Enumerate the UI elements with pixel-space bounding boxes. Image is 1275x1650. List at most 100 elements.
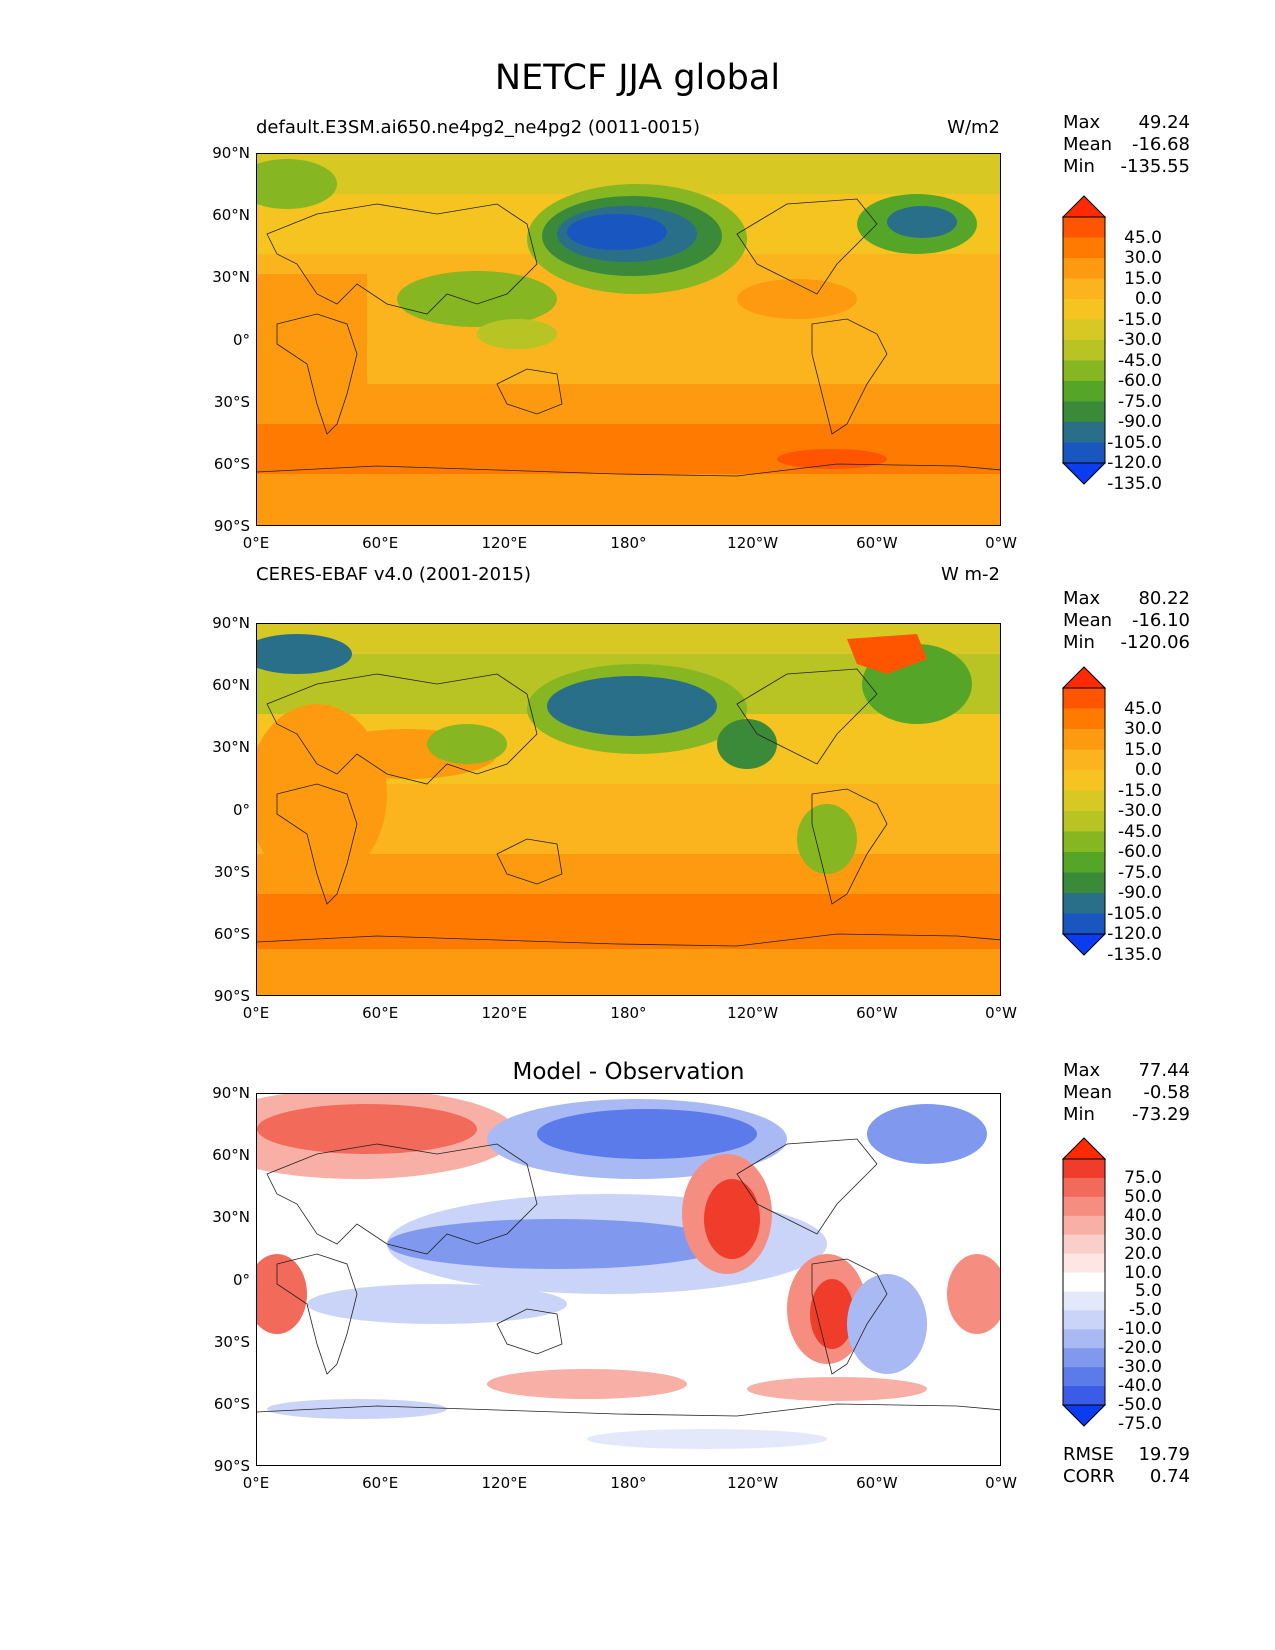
lon-tick-label: 60°E [362, 1474, 399, 1492]
lat-tick-label: 90°S [213, 1457, 250, 1475]
stat-value: -120.06 [1120, 632, 1190, 653]
stat-label: Mean [1063, 610, 1113, 631]
colorbar-tick-label: -40.0 [1118, 1376, 1162, 1397]
colorbar-tick-label: -45.0 [1118, 350, 1162, 371]
colorbar-tick-label: 15.0 [1124, 268, 1162, 289]
stat-value: 49.24 [1138, 112, 1190, 133]
colorbar-tick-label: -135.0 [1107, 473, 1162, 494]
stats-block: Max 49.24 Mean -16.68 Min -135.55 [1063, 112, 1190, 178]
lon-tick-label: 0°W [985, 1474, 1017, 1492]
map-field [257, 624, 1000, 995]
colorbar-segment [1063, 360, 1105, 382]
lat-tick-label: 30°N [212, 1208, 250, 1227]
colorbar-segment [1063, 258, 1105, 279]
panel-obs: CERES-EBAF v4.0 (2001-2015) W m-2 [0, 0, 1275, 996]
colorbar-tick-label: 20.0 [1124, 1243, 1162, 1264]
colorbar-segment [1063, 1177, 1105, 1198]
colorbar-tick-label: 0.0 [1134, 760, 1162, 780]
lat-tick-label: 30°S [213, 862, 250, 881]
stat-label: Min [1063, 1104, 1095, 1125]
colorbar-tick-label: -15.0 [1118, 309, 1162, 330]
colorbar-segment [1063, 422, 1105, 443]
colorbar-segment [1063, 913, 1105, 935]
colorbar-segment [1063, 1234, 1105, 1255]
stat-value: -16.10 [1131, 610, 1190, 631]
colorbar-segment [1063, 1159, 1105, 1179]
lon-tick-label: 180° [610, 1004, 647, 1022]
lat-tick-label: 30°N [212, 738, 250, 757]
colorbar-tick-label: 5.0 [1134, 1281, 1162, 1302]
colorbar-segment [1063, 811, 1105, 832]
lon-tick-label: 60°E [362, 1004, 399, 1022]
lat-tick-label: 90°S [213, 517, 250, 535]
colorbar-tick-label: -60.0 [1118, 842, 1162, 862]
colorbar-segment [1063, 340, 1105, 361]
stat-mean: Mean -16.10 [1063, 610, 1190, 632]
lon-tick-label: 60°E [362, 534, 399, 552]
stat-label: Max [1063, 112, 1101, 133]
colorbar-tick-label: 10.0 [1124, 1262, 1162, 1283]
colorbar-segment [1063, 401, 1105, 423]
colorbar-segment [1063, 1386, 1105, 1406]
colorbar-segment [1063, 1348, 1105, 1368]
colorbar-tick-label: 30.0 [1124, 1224, 1162, 1245]
lat-tick-label: 90°N [212, 614, 250, 632]
colorbar-tick-label: 40.0 [1124, 1205, 1162, 1226]
lon-tick-label: 60°W [856, 1004, 898, 1022]
colorbar-tick-label: -75.0 [1118, 391, 1162, 412]
lat-tick-label: 0° [232, 800, 250, 819]
stat-label: Max [1063, 588, 1101, 609]
lat-tick-label: 0° [232, 330, 250, 349]
colorbar-segment [1063, 1329, 1105, 1349]
colorbar-segment [1063, 237, 1105, 259]
colorbar-tick-label: 0.0 [1134, 289, 1162, 309]
colorbar-tick-label: 15.0 [1124, 739, 1162, 760]
colorbar-tick-label: -105.0 [1107, 903, 1162, 924]
colorbar-tick-label: -20.0 [1118, 1338, 1162, 1359]
panel-units: W/m2 [947, 117, 1000, 138]
colorbar-tick-label: -30.0 [1118, 330, 1162, 350]
stat-value: 19.79 [1138, 1444, 1190, 1465]
colorbar-tick-label: -75.0 [1118, 1413, 1162, 1434]
colorbar [1062, 666, 1106, 956]
lon-tick-label: 120°E [481, 1474, 528, 1492]
colorbar-segment [1063, 749, 1105, 771]
stat-max: Max 49.24 [1063, 112, 1190, 134]
stat-value: 0.74 [1149, 1466, 1190, 1487]
stat-label: Mean [1063, 134, 1113, 155]
colorbar-segment [1063, 790, 1105, 812]
colorbar-segment [1063, 708, 1105, 730]
stat-max: Max 80.22 [1063, 588, 1190, 610]
stat-label: Min [1063, 632, 1095, 653]
stat-label: RMSE [1063, 1444, 1114, 1465]
colorbar-segment [1063, 381, 1105, 402]
figure-title: NETCF JJA global [494, 58, 781, 98]
colorbar-outline [1062, 216, 1106, 464]
panel-left-title: default.E3SM.ai650.ne4pg2_ne4pg2 (0011-0… [256, 117, 701, 138]
colorbar-tick-label: -75.0 [1118, 862, 1162, 883]
colorbar-segment [1063, 319, 1105, 341]
stat-max: Max 77.44 [1063, 1060, 1190, 1082]
lat-tick-label: 30°S [213, 392, 250, 411]
stat-value: 77.44 [1138, 1060, 1190, 1081]
stat-label: Min [1063, 156, 1095, 177]
lon-tick-label: 0°E [242, 1004, 270, 1022]
lon-tick-label: 120°E [481, 534, 528, 552]
lat-tick-label: 30°N [212, 268, 250, 287]
colorbar-tick-label: -30.0 [1118, 1357, 1162, 1378]
colorbar-extend-max [1062, 195, 1106, 218]
lon-tick-label: 120°E [481, 1004, 528, 1022]
colorbar-tick-label: -50.0 [1118, 1395, 1162, 1415]
panel-diff: Model - Observation [0, 0, 1275, 1487]
lon-tick-label: 0°E [242, 1474, 270, 1492]
lat-tick-label: 90°N [212, 144, 250, 162]
colorbar-segment [1063, 278, 1105, 300]
lat-tick-label: 90°N [212, 1084, 250, 1102]
stats-block: Max 77.44 Mean -0.58 Min -73.29 [1063, 1060, 1190, 1126]
colorbar-tick-label: -90.0 [1118, 883, 1162, 903]
stat-min: Min -120.06 [1063, 632, 1190, 654]
colorbar-extend-max [1062, 1137, 1106, 1160]
colorbar-segment [1063, 217, 1105, 238]
colorbar-segment [1063, 831, 1105, 853]
lat-tick-label: 60°S [213, 924, 250, 943]
